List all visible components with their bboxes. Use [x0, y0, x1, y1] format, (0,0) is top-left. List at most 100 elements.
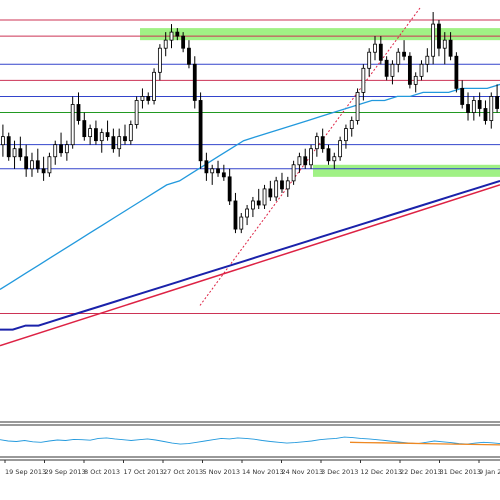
candle-body [233, 200, 238, 230]
x-tick-label: 17 Oct 2013 [124, 468, 164, 476]
moving-averages [0, 83, 500, 331]
candle-body [454, 55, 459, 89]
candle-body [152, 71, 156, 101]
candle-body [355, 92, 360, 121]
x-tick-label: 3 Dec 2013 [321, 468, 358, 476]
candle-body [216, 168, 220, 174]
candle-body [105, 132, 110, 138]
candle-body [175, 31, 180, 37]
candle-body [140, 96, 145, 101]
candle-body [466, 104, 470, 113]
candle-body [88, 128, 93, 138]
x-tick-label: 9 Jan 2014 [479, 468, 500, 476]
candle-body [198, 100, 203, 162]
green-zone-0 [140, 28, 500, 41]
candle-body [460, 88, 465, 105]
candle-body [47, 156, 52, 174]
candle-body [396, 51, 401, 65]
candle-body [471, 100, 476, 113]
candle-body [285, 180, 290, 190]
candles-layer [1, 12, 499, 234]
candle-body [477, 100, 482, 109]
candle-body [128, 124, 133, 142]
candle-body [256, 200, 261, 206]
candle-body [245, 208, 249, 218]
x-tick-label: 19 Sep 2013 [5, 468, 46, 476]
candle-body [117, 136, 122, 150]
candle-body [309, 148, 313, 166]
candle-body [70, 104, 75, 146]
candle-body [437, 23, 441, 49]
candle-body [332, 156, 337, 162]
candle-body [280, 180, 284, 190]
candle-body [123, 136, 127, 142]
candle-body [448, 39, 453, 57]
candle-body [210, 168, 215, 174]
candle-body [146, 96, 151, 101]
candle-body [378, 43, 383, 61]
candle-body [419, 63, 424, 77]
candle-body [35, 160, 40, 170]
candle-body [262, 188, 267, 206]
candle-body [373, 43, 377, 53]
candle-body [361, 67, 366, 93]
candle-body [402, 51, 406, 57]
green-zone-1 [313, 164, 500, 177]
candle-body [187, 47, 191, 65]
indicator-panel [0, 425, 500, 457]
candle-body [6, 136, 11, 158]
x-tick-label: 29 Sep 2013 [45, 468, 86, 476]
candle-body [390, 63, 395, 77]
candle-body [134, 100, 139, 125]
candle-body [239, 216, 244, 230]
candle-body [326, 148, 331, 162]
x-tick-label: 22 Dec 2013 [400, 468, 442, 476]
candle-body [163, 39, 168, 49]
candle-body [30, 160, 34, 170]
candle-body [94, 128, 98, 142]
candle-body [274, 180, 279, 198]
trend-line-0 [0, 184, 500, 347]
candle-body [320, 136, 325, 150]
candle-body [192, 63, 197, 101]
candle-body [12, 148, 17, 158]
candle-body [157, 47, 162, 73]
candle-body [24, 156, 29, 170]
candle-body [111, 136, 116, 150]
candle-body [53, 144, 58, 158]
candle-body [413, 75, 418, 85]
candle-body [483, 108, 488, 121]
candle-body [227, 176, 232, 202]
x-tick-label: 24 Nov 2013 [282, 468, 324, 476]
x-tick-label: 8 Oct 2013 [84, 468, 120, 476]
support-resistance-zones [140, 28, 500, 177]
indicator-lines [0, 436, 500, 446]
x-tick-label: 5 Nov 2013 [203, 468, 241, 476]
candle-body [303, 156, 308, 166]
candle-body [489, 96, 494, 121]
candle-body [367, 51, 372, 69]
candle-body [314, 136, 319, 150]
candle-body [442, 39, 447, 49]
candle-body [181, 35, 186, 49]
candle-body [169, 31, 174, 41]
candle-body [221, 172, 226, 178]
candle-body [251, 200, 255, 210]
candle-body [344, 128, 348, 142]
candle-body [268, 188, 273, 198]
candle-body [18, 148, 23, 158]
candle-body [407, 55, 412, 85]
candle-body [64, 144, 69, 154]
moving-average-slow [0, 179, 500, 331]
candle-body [291, 164, 296, 182]
candle-body [1, 136, 5, 146]
candle-body [59, 144, 63, 154]
candle-body [338, 140, 343, 158]
x-tick-label: 27 Oct 2013 [163, 468, 203, 476]
x-tick-label: 31 Dec 2013 [440, 468, 482, 476]
candle-body [76, 104, 81, 121]
moving-average-fast [0, 83, 500, 290]
candle-body [297, 156, 302, 166]
